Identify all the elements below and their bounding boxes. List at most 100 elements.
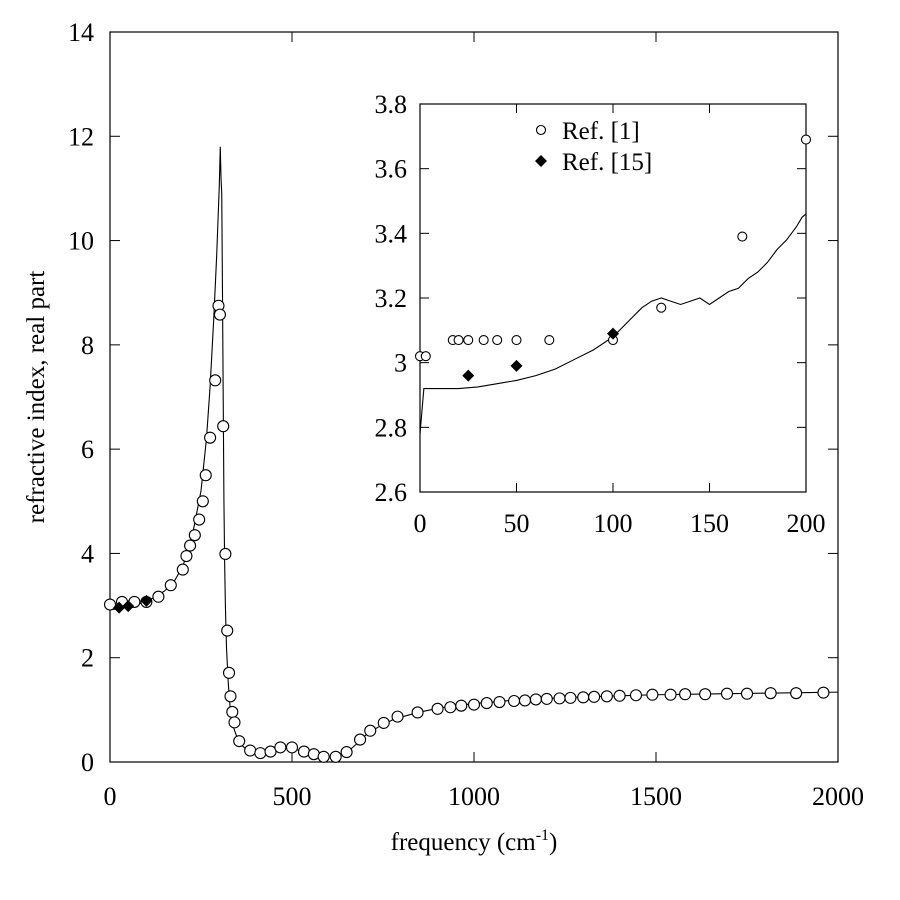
- main-ref1-point: [444, 701, 457, 714]
- main-xtick-label: 1000: [448, 782, 500, 811]
- inset-ref1-point: [800, 134, 812, 145]
- inset-ref15-point: [462, 369, 475, 382]
- main-ref1-point: [317, 750, 330, 763]
- main-ref1-point: [564, 691, 577, 704]
- main-ref1-point: [364, 724, 377, 737]
- inset-plot-frame: [419, 103, 807, 493]
- main-ref1-point: [193, 513, 206, 526]
- inset-ref1-point: [453, 334, 464, 346]
- main-ref1-point: [297, 745, 311, 758]
- main-ref1-point: [224, 690, 237, 703]
- legend-marker-ref1: [535, 124, 547, 136]
- main-ref1-point: [664, 688, 677, 701]
- main-ref1-point: [196, 495, 209, 508]
- main-ref1-point: [507, 694, 521, 708]
- inset-xtick-label: 200: [787, 509, 826, 538]
- main-ref1-point: [600, 690, 613, 703]
- main-ytick-label: 8: [81, 331, 94, 360]
- main-ref1-point: [817, 686, 830, 699]
- main-ref1-point: [740, 687, 754, 700]
- main-ref15-point: [113, 601, 126, 614]
- main-series: [103, 146, 839, 763]
- main-ref1-point: [577, 691, 590, 704]
- main-ref1-point: [480, 697, 493, 710]
- inset-ticks: [419, 103, 807, 493]
- main-ref15-point: [140, 594, 153, 607]
- inset-ytick-label: 3.4: [375, 219, 408, 248]
- main-ref1-point: [455, 699, 468, 712]
- main-ref1-point: [164, 579, 177, 592]
- inset-ref15-point: [607, 327, 619, 340]
- inset-xtick-label: 50: [504, 509, 530, 538]
- inset-ytick-label: 2.8: [375, 413, 408, 442]
- main-ytick-label: 14: [68, 18, 94, 47]
- main-xtick-label: 500: [273, 782, 312, 811]
- main-ref1-point: [699, 688, 712, 701]
- main-ref1-point: [152, 590, 165, 603]
- inset-ref1-point: [737, 231, 748, 242]
- main-ref1-point: [228, 716, 241, 729]
- inset-calculation-line: [419, 213, 807, 434]
- legend-marker-ref15: [535, 155, 547, 167]
- main-ref1-point: [467, 698, 481, 711]
- main-ref1-point: [213, 308, 226, 321]
- main-ref1-point: [180, 549, 193, 563]
- main-ref1-point: [219, 547, 232, 561]
- main-xtick-label: 1500: [630, 782, 682, 811]
- main-ref1-point: [377, 716, 390, 729]
- inset-ytick-label: 3.2: [375, 284, 408, 313]
- inset-xtick-label: 0: [414, 509, 427, 538]
- main-ytick-label: 12: [68, 122, 94, 151]
- inset-ref1-point: [463, 334, 474, 346]
- main-ref1-point: [307, 748, 320, 761]
- main-ref1-point: [720, 687, 734, 700]
- main-ref1-point: [176, 563, 189, 576]
- x-axis-label: frequency (cm-1): [391, 827, 558, 856]
- main-ref1-point: [184, 539, 197, 552]
- y-axis-label: refractive index, real part: [23, 271, 50, 524]
- main-ref1-point: [199, 469, 212, 482]
- main-ytick-label: 6: [81, 435, 94, 464]
- main-ref1-point: [411, 706, 424, 719]
- inset-ytick-label: 2.6: [375, 478, 408, 507]
- main-ref1-point: [629, 689, 643, 702]
- main-ytick-label: 2: [81, 644, 94, 673]
- x-axis-label-superscript: -1: [536, 827, 549, 844]
- inset-xtick-label: 150: [690, 509, 729, 538]
- main-ref1-point: [613, 689, 626, 702]
- main-ref1-point: [274, 741, 287, 754]
- inset-ytick-label: 3.6: [375, 155, 408, 184]
- main-ref1-point: [540, 692, 553, 705]
- main-ref1-point: [529, 693, 542, 706]
- main-ref1-point: [790, 687, 803, 700]
- inset-xtick-label: 100: [594, 509, 633, 538]
- main-ref1-point: [518, 694, 532, 707]
- main-ref1-point: [226, 705, 239, 718]
- inset-legend: Ref. [1] Ref. [15]: [535, 118, 652, 176]
- main-ref15-point: [122, 600, 135, 613]
- main-ref1-point: [254, 747, 267, 760]
- main-ref1-point: [329, 750, 342, 763]
- inset-ref15-point: [510, 359, 523, 372]
- main-ref1-point: [285, 741, 299, 754]
- inset-ref1-point: [492, 334, 503, 346]
- inset-ref1-point: [420, 351, 431, 362]
- inset-ytick-label: 3.8: [375, 90, 408, 119]
- main-ref1-point: [679, 688, 692, 701]
- main-ref1-point: [233, 735, 246, 748]
- x-axis-label-close: ): [549, 829, 557, 856]
- inset-series: [414, 134, 812, 434]
- inset-ref1-point: [478, 334, 489, 346]
- main-ref1-point: [553, 692, 566, 705]
- inset-ref1-point: [511, 334, 522, 346]
- main-ref1-point: [222, 666, 236, 679]
- main-ref1-point: [244, 744, 257, 757]
- main-ref1-point: [188, 529, 201, 542]
- main-ref1-point: [209, 374, 222, 387]
- main-ref1-point: [431, 702, 444, 715]
- main-ref1-point: [493, 695, 506, 709]
- main-ytick-label: 10: [68, 227, 94, 256]
- main-ref1-point: [204, 431, 217, 444]
